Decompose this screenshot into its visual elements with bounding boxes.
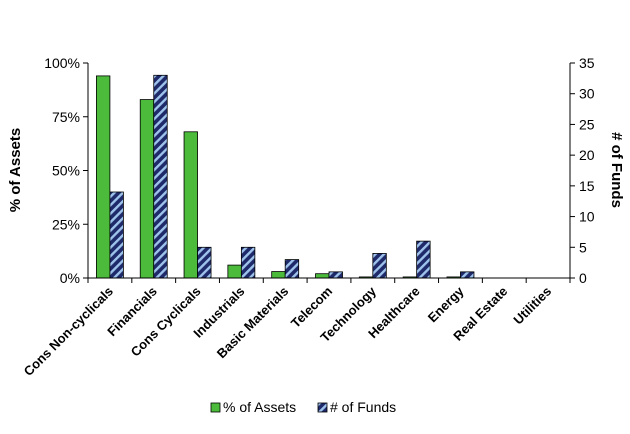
plot-area: 0% 25% 50% 75% 100% 0 5 10 15 20 25 30 35 Cons Non-cy… (21, 55, 595, 379)
y-tick-label: 25% (52, 216, 80, 232)
y2-tick-label: 30 (579, 86, 595, 102)
y2-tick-label: 0 (579, 270, 587, 286)
legend-swatch-funds (317, 402, 328, 413)
y2-tick-label: 35 (579, 55, 595, 71)
y-tick-label: 100% (44, 55, 80, 71)
y-axis-title: % of Assets (7, 128, 24, 212)
y2-tick-label: 25 (579, 116, 595, 132)
bar-funds (416, 240, 431, 279)
y2-tick-label: 20 (579, 147, 595, 163)
y-tick-label: 0% (60, 270, 80, 286)
y2-tick-label: 15 (579, 178, 595, 194)
x-tick-label: Energy (425, 283, 467, 325)
legend-label-funds: # of Funds (330, 399, 396, 415)
bar-funds (460, 271, 475, 279)
bar-funds (109, 191, 124, 279)
legend-swatch-assets (210, 402, 221, 413)
legend-label-assets: % of Assets (223, 399, 296, 415)
bar-assets (183, 131, 198, 279)
bar-assets (139, 99, 155, 279)
legend: % of Assets # of Funds (210, 399, 396, 415)
y2-axis-title: # of Funds (608, 132, 625, 208)
bar-assets (96, 75, 111, 279)
x-tick-label: Utilities (510, 284, 554, 328)
bar-funds (240, 246, 256, 279)
bar-funds (197, 246, 212, 279)
y2-tick-label: 10 (579, 209, 595, 225)
bar-funds (284, 259, 300, 279)
x-tick-label: Cons Non-cyclicals (21, 284, 116, 379)
y-tick-label: 50% (52, 163, 80, 179)
bar-funds (328, 271, 343, 279)
y2-tick-label: 5 (579, 239, 587, 255)
bar-funds (372, 253, 387, 279)
bar-assets (227, 264, 242, 279)
bar-assets (271, 271, 286, 279)
bar-assets (315, 273, 330, 279)
y-tick-label: 75% (52, 109, 80, 125)
bar-funds (153, 74, 168, 279)
